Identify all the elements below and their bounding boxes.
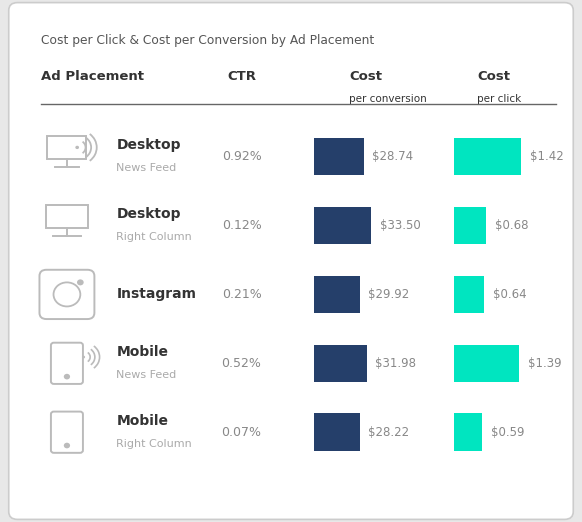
FancyBboxPatch shape <box>454 276 484 313</box>
FancyBboxPatch shape <box>314 138 364 175</box>
Text: per click: per click <box>477 94 521 104</box>
Text: $0.68: $0.68 <box>495 219 528 232</box>
FancyBboxPatch shape <box>314 207 371 244</box>
Circle shape <box>77 279 84 286</box>
Text: $0.64: $0.64 <box>493 288 527 301</box>
Text: 0.07%: 0.07% <box>222 426 261 438</box>
FancyBboxPatch shape <box>454 138 521 175</box>
Text: Cost: Cost <box>349 70 382 84</box>
Text: Desktop: Desktop <box>116 207 181 221</box>
Text: Instagram: Instagram <box>116 288 196 301</box>
Text: per conversion: per conversion <box>349 94 427 104</box>
Text: 0.92%: 0.92% <box>222 150 261 163</box>
Text: Right Column: Right Column <box>116 438 192 449</box>
Text: $33.50: $33.50 <box>380 219 421 232</box>
Text: CTR: CTR <box>227 70 256 84</box>
Text: Ad Placement: Ad Placement <box>41 70 144 84</box>
Text: Cost per Click & Cost per Conversion by Ad Placement: Cost per Click & Cost per Conversion by … <box>41 34 374 47</box>
Text: $31.98: $31.98 <box>375 357 416 370</box>
FancyBboxPatch shape <box>9 3 573 519</box>
Text: $28.22: $28.22 <box>368 426 410 438</box>
Text: 0.12%: 0.12% <box>222 219 261 232</box>
Text: $1.39: $1.39 <box>528 357 562 370</box>
Circle shape <box>75 146 79 149</box>
FancyBboxPatch shape <box>454 207 486 244</box>
Text: Mobile: Mobile <box>116 414 168 428</box>
FancyBboxPatch shape <box>314 413 360 451</box>
FancyBboxPatch shape <box>314 345 367 382</box>
Text: Mobile: Mobile <box>116 345 168 359</box>
Circle shape <box>64 374 70 379</box>
Circle shape <box>82 355 85 359</box>
Text: Desktop: Desktop <box>116 138 181 152</box>
FancyBboxPatch shape <box>314 276 360 313</box>
Text: 0.21%: 0.21% <box>222 288 261 301</box>
FancyBboxPatch shape <box>454 345 519 382</box>
Text: 0.52%: 0.52% <box>222 357 261 370</box>
Text: $28.74: $28.74 <box>372 150 414 163</box>
FancyBboxPatch shape <box>454 413 482 451</box>
Text: Cost: Cost <box>477 70 510 84</box>
Text: $0.59: $0.59 <box>491 426 524 438</box>
Text: Right Column: Right Column <box>116 232 192 242</box>
Text: $1.42: $1.42 <box>530 150 563 163</box>
Text: News Feed: News Feed <box>116 370 177 380</box>
Text: News Feed: News Feed <box>116 163 177 173</box>
Text: $29.92: $29.92 <box>368 288 410 301</box>
Circle shape <box>64 443 70 448</box>
